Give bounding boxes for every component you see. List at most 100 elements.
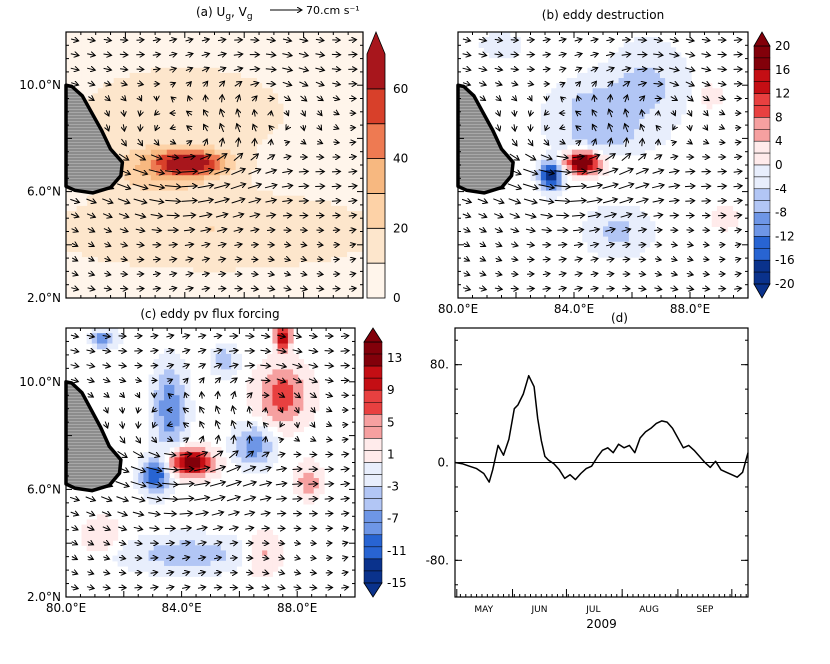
field-cell: [309, 124, 316, 130]
field-cell: [187, 170, 194, 176]
field-cell: [76, 37, 83, 43]
field-cell: [608, 93, 614, 100]
field-cell: [294, 195, 300, 202]
field-cell: [639, 236, 646, 243]
field-cell: [230, 154, 237, 161]
field-cell: [320, 32, 327, 38]
field-cell: [179, 540, 186, 546]
field-cell: [103, 88, 110, 94]
field-cell: [352, 78, 359, 84]
field-cell: [225, 282, 232, 289]
field-cell: [230, 159, 237, 166]
flow-vector: [673, 111, 676, 116]
field-cell: [325, 211, 332, 217]
field-cell: [309, 129, 316, 135]
field-cell: [246, 88, 253, 94]
field-cell: [331, 251, 338, 258]
field-cell: [608, 98, 614, 105]
field-cell: [119, 47, 125, 54]
field-cell: [108, 190, 115, 197]
field-cell: [145, 78, 152, 84]
field-cell: [577, 72, 583, 79]
field-cell: [127, 540, 134, 546]
field-cell: [172, 42, 178, 48]
field-cell: [315, 226, 322, 233]
flow-vector: [717, 171, 727, 172]
field-cell: [169, 555, 175, 562]
field-cell: [654, 78, 661, 84]
field-cell: [119, 251, 125, 258]
field-cell: [347, 78, 353, 84]
flow-vector: [621, 229, 631, 231]
field-cell: [299, 205, 306, 212]
field-cell: [177, 246, 184, 253]
field-cell: [618, 124, 625, 130]
field-cell: [76, 231, 83, 238]
field-cell: [278, 241, 285, 248]
field-cell: [251, 190, 258, 197]
field-cell: [309, 154, 316, 161]
field-cell: [189, 571, 196, 577]
flow-vector: [477, 199, 488, 203]
field-cell: [113, 42, 120, 48]
field-cell: [587, 129, 594, 135]
field-cell: [309, 103, 316, 110]
field-cell: [198, 226, 205, 233]
field-cell: [92, 262, 99, 268]
flow-vector: [479, 273, 486, 275]
field-cell: [489, 47, 495, 54]
field-cell: [225, 103, 232, 110]
field-cell: [97, 287, 104, 294]
field-cell: [169, 353, 175, 360]
field-cell: [331, 195, 338, 202]
flow-vector: [718, 142, 725, 143]
field-cell: [112, 529, 119, 536]
field-cell: [251, 180, 258, 187]
field-cell: [179, 364, 186, 370]
field-cell: [81, 272, 88, 279]
flow-vector: [558, 39, 566, 41]
field-cell: [174, 384, 181, 391]
field-cell: [158, 452, 165, 458]
field-cell: [129, 72, 136, 79]
field-cell: [161, 267, 168, 274]
field-cell: [195, 462, 201, 469]
field-cell: [158, 400, 165, 407]
flow-vector: [204, 139, 207, 147]
flow-vector: [266, 84, 275, 85]
field-cell: [304, 32, 311, 38]
field-cell: [97, 57, 104, 64]
flow-vector: [609, 124, 612, 133]
field-cell: [571, 118, 578, 125]
field-cell: [193, 52, 200, 59]
field-cell: [81, 267, 88, 274]
field-cell: [172, 236, 178, 243]
field-cell: [81, 282, 88, 289]
field-cell: [113, 221, 120, 227]
field-cell: [325, 257, 332, 263]
field-cell: [685, 88, 692, 94]
field-cell: [124, 175, 131, 181]
field-cell: [198, 129, 205, 135]
field-cell: [81, 83, 88, 89]
field-cell: [352, 113, 359, 120]
field-cell: [309, 149, 316, 156]
flow-vector: [149, 200, 163, 203]
field-cell: [618, 57, 625, 64]
field-cell: [357, 282, 364, 289]
field-cell: [304, 205, 311, 212]
field-cell: [288, 241, 295, 248]
field-cell: [148, 410, 155, 417]
field-cell: [158, 555, 165, 562]
field-cell: [347, 277, 353, 284]
field-cell: [129, 272, 136, 279]
field-cell: [587, 175, 594, 181]
field-cell: [164, 446, 170, 453]
field-cell: [184, 457, 191, 464]
field-cell: [649, 42, 656, 48]
field-cell: [145, 88, 152, 94]
field-cell: [148, 374, 155, 381]
field-cell: [251, 262, 258, 268]
field-cell: [124, 98, 131, 105]
field-cell: [200, 457, 206, 464]
